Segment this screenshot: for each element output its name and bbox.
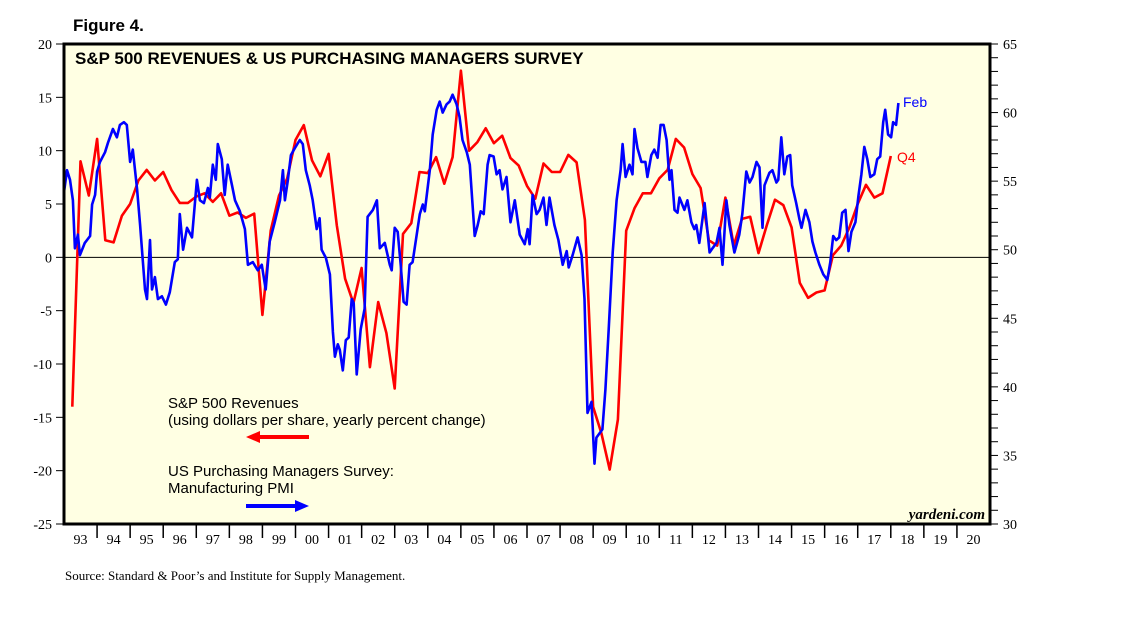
left-tick-label: 15 [38, 91, 52, 106]
right-arrow-icon [246, 500, 309, 512]
year-tick-label: 06 [503, 533, 517, 548]
year-tick-label: 20 [966, 533, 980, 548]
year-tick-label: 15 [801, 533, 815, 548]
year-tick-label: 07 [537, 533, 551, 548]
left-tick-label: 20 [38, 38, 52, 53]
watermark: yardeni.com [907, 507, 985, 523]
right-tick-label: 50 [1003, 244, 1017, 259]
left-tick-label: -20 [33, 465, 52, 480]
year-tick-label: 01 [338, 533, 352, 548]
year-tick-label: 13 [735, 533, 749, 548]
right-tick-label: 40 [1003, 381, 1017, 396]
year-tick-label: 98 [239, 533, 253, 548]
left-tick-label: -5 [40, 305, 52, 320]
year-tick-label: 04 [437, 533, 451, 548]
year-tick-label: 09 [603, 533, 617, 548]
year-tick-label: 99 [272, 533, 286, 548]
right-tick-label: 55 [1003, 175, 1017, 190]
legend-pmi-line2: Manufacturing PMI [168, 480, 294, 497]
plot-frame [62, 42, 992, 526]
left-tick-label: -10 [33, 358, 52, 373]
left-tick-label: 0 [45, 251, 52, 266]
series-lines [62, 69, 900, 471]
end-label-pmi: Feb [903, 94, 927, 110]
year-tick-label: 17 [867, 533, 881, 548]
plot-area [64, 44, 990, 524]
left-tick-label: 10 [38, 145, 52, 160]
right-tick-label: 30 [1003, 518, 1017, 533]
year-tick-label: 18 [900, 533, 914, 548]
year-tick-label: 11 [669, 533, 682, 548]
year-tick-label: 08 [570, 533, 584, 548]
year-tick-label: 12 [702, 533, 716, 548]
legend-revenues-line1: S&P 500 Revenues [168, 395, 299, 412]
year-tick-label: 05 [470, 533, 484, 548]
year-tick-label: 96 [173, 533, 187, 548]
chart-title: S&P 500 REVENUES & US PURCHASING MANAGER… [75, 49, 584, 68]
year-tick-label: 93 [74, 533, 88, 548]
left-tick-label: -15 [33, 411, 52, 426]
year-tick-label: 02 [371, 533, 385, 548]
year-tick-label: 10 [636, 533, 650, 548]
year-tick-label: 03 [404, 533, 418, 548]
figure-label: Figure 4. [73, 16, 144, 35]
left-arrow-icon [246, 431, 309, 443]
left-tick-label: -25 [33, 518, 52, 533]
source-note: Source: Standard & Poor’s and Institute … [65, 568, 405, 583]
right-tick-label: 60 [1003, 107, 1017, 122]
legend: S&P 500 Revenues (using dollars per shar… [168, 395, 486, 512]
year-tick-label: 19 [933, 533, 947, 548]
right-tick-label: 35 [1003, 449, 1017, 464]
legend-revenues-line2: (using dollars per share, yearly percent… [168, 412, 486, 429]
year-tick-label: 94 [107, 533, 121, 548]
year-tick-label: 97 [206, 533, 220, 548]
year-tick-label: 00 [305, 533, 319, 548]
right-tick-label: 65 [1003, 38, 1017, 53]
legend-pmi-line1: US Purchasing Managers Survey: [168, 463, 394, 480]
year-tick-label: 16 [834, 533, 848, 548]
right-tick-label: 45 [1003, 312, 1017, 327]
left-tick-label: 5 [45, 198, 52, 213]
end-label-revenues: Q4 [897, 149, 916, 165]
year-tick-label: 95 [140, 533, 154, 548]
year-tick-label: 14 [768, 533, 782, 548]
pmi-line [62, 93, 900, 466]
